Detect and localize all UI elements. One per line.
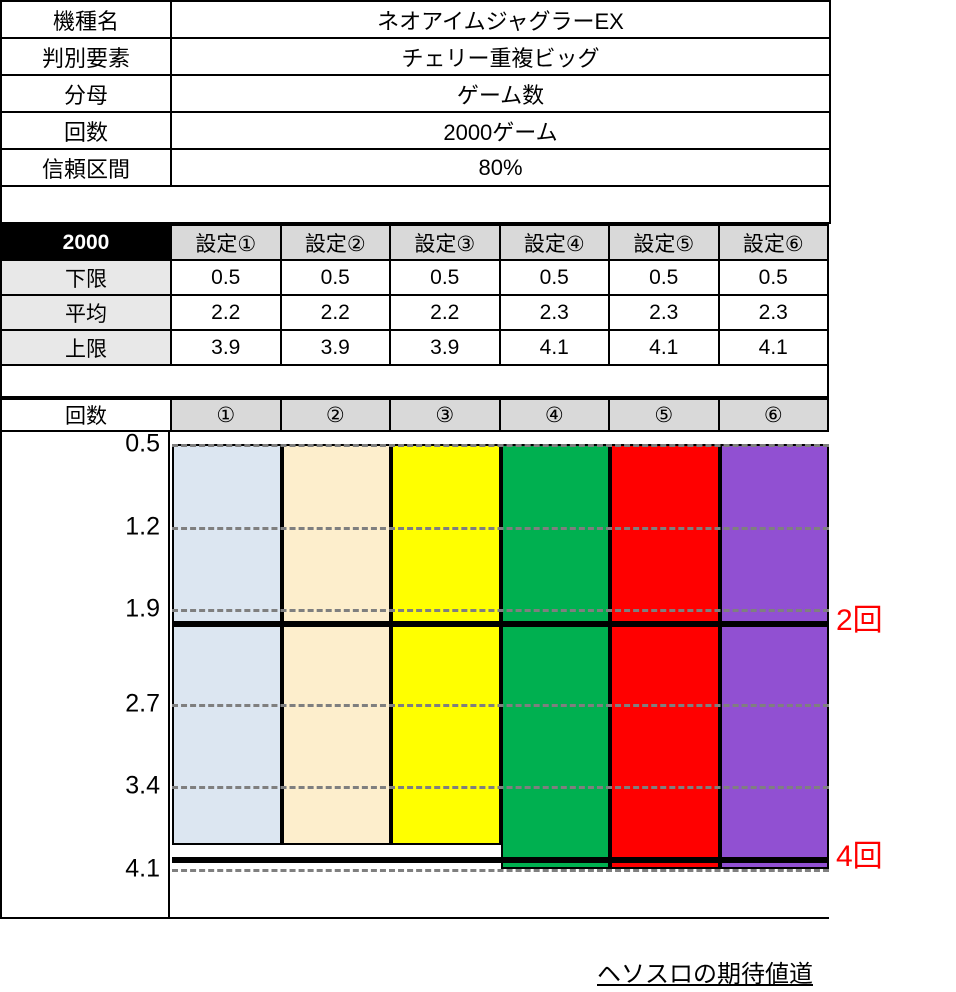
settings-rowlabel-upper: 上限 <box>0 329 172 366</box>
settings-cell-average-2: 2.2 <box>279 294 391 331</box>
settings-cell-lower-3: 0.5 <box>389 259 501 296</box>
settings-header-6: 設定⑥ <box>717 224 829 261</box>
chart-reference-label-1: 2回 <box>836 604 883 638</box>
confidence-interval-chart: 0.5 1.2 1.9 2.7 3.4 4.1 2回 4回 <box>0 429 956 919</box>
chart-bar-1[interactable] <box>172 444 282 846</box>
settings-table-body: 2000 設定① 設定② 設定③ 設定④ 設定⑤ 設定⑥ 下限 0.5 0.5 … <box>0 224 829 366</box>
table-row: 上限 3.9 3.9 3.9 4.1 4.1 4.1 <box>0 329 829 366</box>
chart-bar-4[interactable] <box>500 444 610 869</box>
chart-bar-6[interactable] <box>719 444 829 869</box>
settings-cell-average-1: 2.2 <box>170 294 282 331</box>
chart-column-2 <box>281 432 391 917</box>
y-axis-tick-5: 3.4 <box>125 771 160 800</box>
chart-header-label: 回数 <box>0 398 172 432</box>
y-axis-tick-6: 4.1 <box>125 854 160 883</box>
settings-cell-upper-6: 4.1 <box>717 329 829 366</box>
info-value-4: 80% <box>170 148 831 187</box>
chart-column-5 <box>610 432 720 917</box>
info-value-1: チェリー重複ビッグ <box>170 37 831 76</box>
settings-cell-upper-1: 3.9 <box>170 329 282 366</box>
settings-cell-average-4: 2.3 <box>498 294 610 331</box>
settings-corner-cell: 2000 <box>0 224 172 261</box>
spacer-row <box>0 185 831 224</box>
chart-header-col-1: ① <box>170 398 282 432</box>
chart-plot-area <box>172 432 829 917</box>
info-label-1: 判別要素 <box>0 37 172 76</box>
chart-column-1 <box>172 432 282 917</box>
chart-reference-label-2: 4回 <box>836 840 883 874</box>
settings-header-5: 設定⑤ <box>608 224 720 261</box>
settings-cell-upper-3: 3.9 <box>389 329 501 366</box>
table-row: 信頼区間 80% <box>0 148 831 187</box>
y-axis-tick-4: 2.7 <box>125 689 160 718</box>
chart-frame: 0.5 1.2 1.9 2.7 3.4 4.1 <box>0 429 829 919</box>
chart-header-col-2: ② <box>279 398 391 432</box>
settings-table: 2000 設定① 設定② 設定③ 設定④ 設定⑤ 設定⑥ 下限 0.5 0.5 … <box>0 224 829 366</box>
settings-cell-average-3: 2.2 <box>389 294 501 331</box>
chart-gridline-3 <box>172 609 829 613</box>
settings-table-wrap: 2000 設定① 設定② 設定③ 設定④ 設定⑤ 設定⑥ 下限 0.5 0.5 … <box>0 224 956 366</box>
chart-column-6 <box>719 432 829 917</box>
settings-cell-average-5: 2.3 <box>608 294 720 331</box>
settings-cell-lower-2: 0.5 <box>279 259 391 296</box>
settings-cell-upper-5: 4.1 <box>608 329 720 366</box>
info-label-2: 分母 <box>0 74 172 113</box>
section-gap <box>0 366 829 398</box>
info-label-0: 機種名 <box>0 0 172 39</box>
chart-column-header-body: 回数 ① ② ③ ④ ⑤ ⑥ <box>0 398 829 432</box>
settings-rowlabel-average: 平均 <box>0 294 172 331</box>
info-label-3: 回数 <box>0 111 172 150</box>
chart-gridline-5 <box>172 786 829 790</box>
chart-gridline-2 <box>172 526 829 530</box>
settings-rowlabel-lower: 下限 <box>0 259 172 296</box>
table-row: 回数 2000ゲーム <box>0 111 831 150</box>
settings-cell-upper-4: 4.1 <box>498 329 610 366</box>
chart-bar-5[interactable] <box>610 444 720 869</box>
settings-header-2: 設定② <box>279 224 391 261</box>
info-value-0: ネオアイムジャグラーEX <box>170 0 831 39</box>
chart-y-axis: 0.5 1.2 1.9 2.7 3.4 4.1 <box>2 429 170 917</box>
info-label-4: 信頼区間 <box>0 148 172 187</box>
table-row: 平均 2.2 2.2 2.2 2.3 2.3 2.3 <box>0 294 829 331</box>
chart-header-col-4: ④ <box>498 398 610 432</box>
chart-header-col-3: ③ <box>389 398 501 432</box>
chart-gridline-1 <box>172 444 829 447</box>
chart-column-4 <box>500 432 610 917</box>
chart-header-col-5: ⑤ <box>608 398 720 432</box>
table-row: 下限 0.5 0.5 0.5 0.5 0.5 0.5 <box>0 259 829 296</box>
footer: ヘソスロの期待値道 <box>0 952 956 992</box>
settings-header-row: 2000 設定① 設定② 設定③ 設定④ 設定⑤ 設定⑥ <box>0 224 829 261</box>
table-row: 分母 ゲーム数 <box>0 74 831 113</box>
info-value-2: ゲーム数 <box>170 74 831 113</box>
spacer-cell <box>0 185 831 224</box>
chart-reference-line-2 <box>172 857 829 864</box>
table-row: 判別要素 チェリー重複ビッグ <box>0 37 831 76</box>
y-axis-tick-3: 1.9 <box>125 594 160 623</box>
table-row: 機種名 ネオアイムジャグラーEX <box>0 0 831 39</box>
machine-info-body: 機種名 ネオアイムジャグラーEX 判別要素 チェリー重複ビッグ 分母 ゲーム数 … <box>0 0 831 224</box>
settings-cell-lower-5: 0.5 <box>608 259 720 296</box>
info-value-3: 2000ゲーム <box>170 111 831 150</box>
settings-header-3: 設定③ <box>389 224 501 261</box>
settings-header-4: 設定④ <box>498 224 610 261</box>
chart-gridline-6 <box>172 869 829 872</box>
chart-column-header-table: 回数 ① ② ③ ④ ⑤ ⑥ <box>0 398 829 432</box>
y-axis-tick-1: 0.5 <box>125 429 160 458</box>
chart-bar-2[interactable] <box>281 444 391 846</box>
machine-info-table: 機種名 ネオアイムジャグラーEX 判別要素 チェリー重複ビッグ 分母 ゲーム数 … <box>0 0 831 224</box>
footer-site-name: ヘソスロの期待値道 <box>597 961 813 988</box>
chart-reference-line-1 <box>172 621 829 628</box>
settings-cell-lower-6: 0.5 <box>717 259 829 296</box>
settings-cell-lower-4: 0.5 <box>498 259 610 296</box>
chart-bar-3[interactable] <box>391 444 501 846</box>
chart-gridline-4 <box>172 703 829 707</box>
settings-cell-upper-2: 3.9 <box>279 329 391 366</box>
chart-column-3 <box>391 432 501 917</box>
settings-header-1: 設定① <box>170 224 282 261</box>
chart-header-row: 回数 ① ② ③ ④ ⑤ ⑥ <box>0 398 829 432</box>
settings-cell-lower-1: 0.5 <box>170 259 282 296</box>
y-axis-tick-2: 1.2 <box>125 512 160 541</box>
chart-header-col-6: ⑥ <box>717 398 829 432</box>
settings-cell-average-6: 2.3 <box>717 294 829 331</box>
